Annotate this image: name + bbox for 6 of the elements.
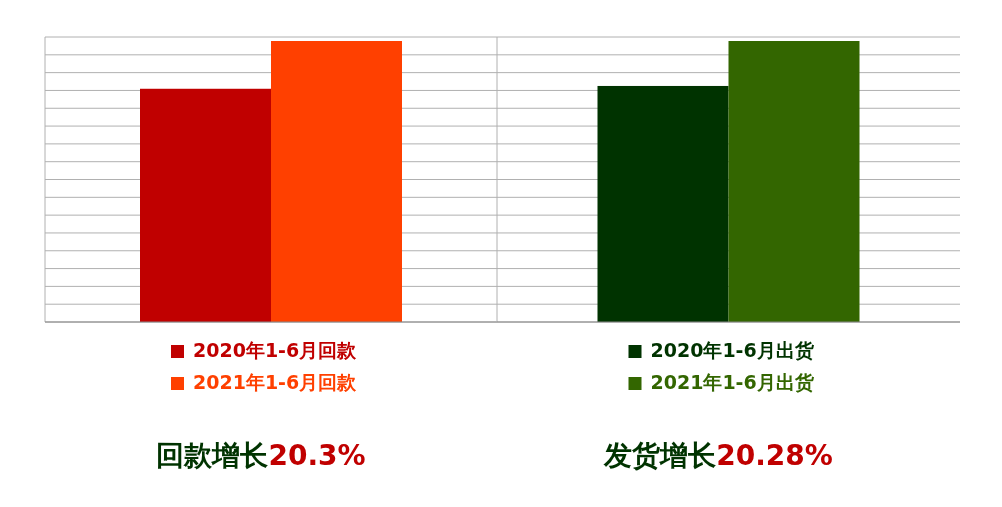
text: 发货增长20.28% [603,439,833,472]
legend-label: 2021年1-6月出货 [650,371,815,393]
legend-label: 2021年1-6月回款 [193,371,358,393]
legend-label: 2020年1-6月出货 [650,339,815,361]
text: 回款增长20.3% [156,439,366,472]
legend-label: 2020年1-6月回款 [193,339,358,361]
